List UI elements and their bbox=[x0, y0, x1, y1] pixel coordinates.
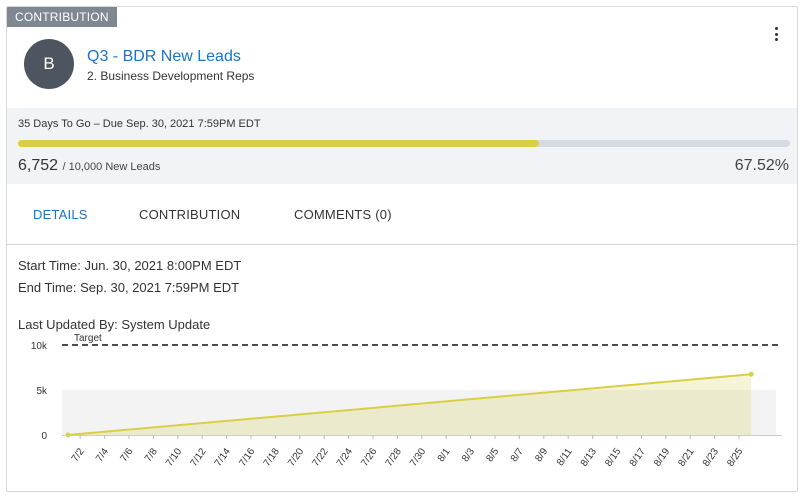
goal-subtitle: 2. Business Development Reps bbox=[87, 69, 255, 83]
progress-current: 6,752 bbox=[18, 157, 59, 174]
progress-chart: 10k 5k 0 Target 7/2 7/4 7/6 7/8 7/10 7/12 7/14 7/16… bbox=[31, 333, 782, 469]
tab-details[interactable]: DETAILS bbox=[33, 207, 88, 222]
series-line bbox=[67, 373, 752, 436]
x-tick-label: 8/17 bbox=[628, 446, 648, 469]
target-label: Target bbox=[74, 333, 102, 344]
x-tick-label: 8/15 bbox=[603, 446, 623, 469]
x-tick-label: 7/20 bbox=[286, 446, 306, 469]
tab-bar: DETAILS CONTRIBUTION COMMENTS (0) bbox=[7, 184, 797, 245]
progress-percent: 67.52% bbox=[734, 157, 789, 174]
kebab-menu-icon[interactable] bbox=[773, 27, 779, 41]
progress-panel: 35 Days To Go – Due Sep. 30, 2021 7:59PM… bbox=[7, 108, 797, 184]
tab-comments[interactable]: COMMENTS (0) bbox=[294, 207, 392, 222]
tab-contribution[interactable]: CONTRIBUTION bbox=[139, 207, 241, 222]
x-tick-label: 7/6 bbox=[118, 446, 135, 464]
x-tick-label: 8/9 bbox=[533, 446, 550, 464]
x-tick-label: 7/30 bbox=[408, 446, 428, 469]
end-time: End Time: Sep. 30, 2021 7:59PM EDT bbox=[18, 280, 240, 295]
x-tick-label: 7/12 bbox=[188, 446, 208, 469]
x-tick-label: 8/13 bbox=[579, 446, 599, 469]
x-tick-label: 8/7 bbox=[509, 446, 526, 464]
last-updated: Last Updated By: System Update bbox=[18, 317, 211, 332]
due-text: 35 Days To Go – Due Sep. 30, 2021 7:59PM… bbox=[18, 118, 261, 130]
progress-target-text: / 10,000 New Leads bbox=[62, 161, 161, 173]
series-point bbox=[748, 371, 754, 377]
x-tick-label: 7/8 bbox=[143, 446, 160, 464]
x-tick-label: 8/25 bbox=[725, 446, 745, 469]
x-tick-label: 7/18 bbox=[262, 446, 282, 469]
x-tick-label: 8/11 bbox=[555, 446, 575, 468]
progress-count: 6,752 / 10,000 New Leads bbox=[18, 157, 160, 175]
x-tick-label: 7/24 bbox=[335, 446, 355, 469]
goal-card: CONTRIBUTION B Q3 - BDR New Leads 2. Bus… bbox=[6, 6, 798, 492]
start-time: Start Time: Jun. 30, 2021 8:00PM EDT bbox=[18, 258, 242, 273]
x-tick-label: 7/2 bbox=[70, 446, 87, 464]
x-tick-label: 7/22 bbox=[310, 446, 330, 469]
y-tick-label: 5k bbox=[36, 386, 48, 397]
chart-band bbox=[62, 390, 776, 435]
avatar: B bbox=[24, 39, 74, 89]
x-tick-label: 8/21 bbox=[676, 446, 696, 469]
x-tick-label: 8/3 bbox=[460, 446, 477, 464]
goal-title-link[interactable]: Q3 - BDR New Leads bbox=[87, 48, 241, 65]
progress-bar-fill bbox=[18, 140, 540, 147]
contribution-tag: CONTRIBUTION bbox=[7, 7, 117, 27]
x-tick-label: 8/1 bbox=[436, 446, 453, 464]
x-tick-label: 8/19 bbox=[652, 446, 672, 469]
x-tick-label: 8/23 bbox=[701, 446, 721, 469]
series-area bbox=[68, 374, 752, 435]
x-tick-label: 7/10 bbox=[164, 446, 184, 469]
x-tick-label: 7/26 bbox=[359, 446, 379, 469]
y-tick-label: 10k bbox=[31, 341, 48, 352]
x-tick-label: 7/28 bbox=[384, 446, 404, 469]
x-tick-label: 8/5 bbox=[484, 446, 501, 464]
progress-bar-track bbox=[18, 140, 790, 147]
y-tick-label: 0 bbox=[41, 431, 47, 442]
x-tick-label: 7/14 bbox=[213, 446, 233, 469]
x-tick-label: 7/16 bbox=[237, 446, 257, 469]
x-tick-label: 7/4 bbox=[94, 446, 111, 464]
